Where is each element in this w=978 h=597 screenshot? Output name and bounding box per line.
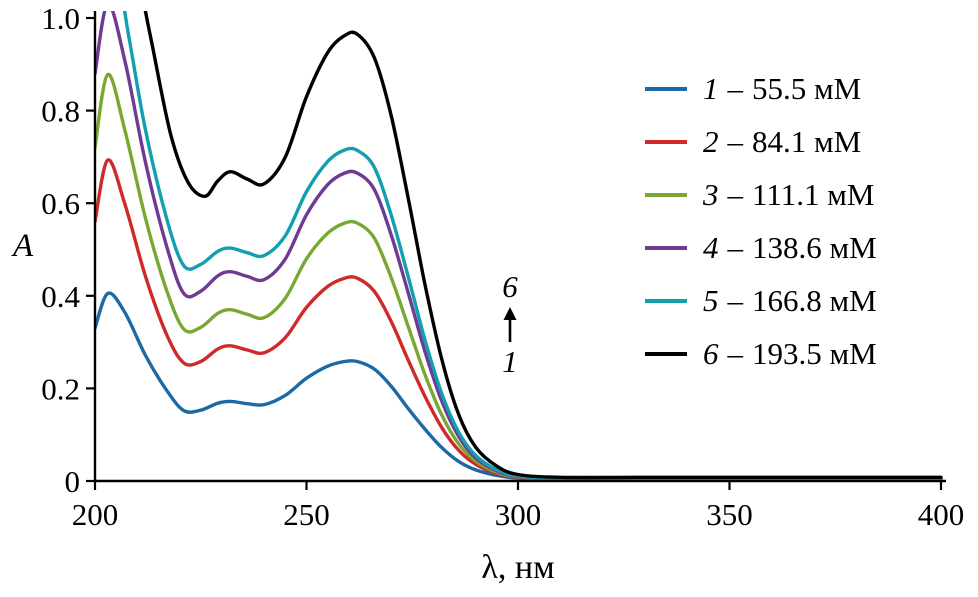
legend-dash: –: [727, 229, 744, 265]
curves-group: [95, 11, 943, 481]
legend-concentration: 111.1 мМ: [752, 176, 875, 212]
legend-dash: –: [727, 335, 744, 371]
legend-series-number: 2: [703, 123, 719, 159]
legend-series-number: 1: [703, 70, 719, 106]
legend-entry-3: 3–111.1 мМ: [645, 168, 877, 221]
y-tick-label: 0.4: [41, 279, 80, 314]
legend-series-number: 6: [703, 335, 719, 371]
legend-dash: –: [727, 176, 744, 212]
x-tick-label: 300: [495, 497, 542, 532]
annotation-top-label: 6: [502, 269, 518, 304]
legend-entry-6: 6–193.5 мМ: [645, 327, 877, 380]
series-order-annotation: 6 1: [488, 269, 532, 379]
y-tick-label: 0.8: [41, 94, 80, 129]
annotation-bottom-label: 1: [502, 343, 518, 379]
legend-entry-4: 4–138.6 мМ: [645, 221, 877, 274]
x-tick-label: 350: [706, 497, 753, 532]
legend-line-swatch: [645, 86, 687, 91]
legend-dash: –: [727, 70, 744, 106]
legend-concentration: 84.1 мМ: [752, 123, 862, 159]
legend-concentration: 166.8 мМ: [752, 282, 877, 318]
legend-line-swatch: [645, 298, 687, 303]
legend-line-swatch: [645, 139, 687, 144]
up-arrow-icon: [503, 306, 517, 342]
y-axis-title: A: [13, 228, 34, 264]
y-tick-label: 0.2: [41, 371, 80, 406]
x-axis-title: λ, нм: [481, 549, 555, 586]
y-tick-label: 0: [65, 464, 81, 499]
legend-concentration: 138.6 мМ: [752, 229, 877, 265]
spectrum-curve-6: [143, 11, 943, 480]
legend-line-swatch: [645, 351, 687, 356]
y-tick-label: 1.0: [41, 1, 80, 36]
y-tick-label: 0.6: [41, 186, 80, 221]
legend-entry-5: 5–166.8 мМ: [645, 274, 877, 327]
legend-concentration: 55.5 мМ: [752, 70, 862, 106]
legend-series-number: 4: [703, 229, 719, 265]
x-tick-label: 400: [918, 497, 965, 532]
legend: 1–55.5 мМ 2–84.1 мМ 3–111.1 мМ 4–138.6 м…: [645, 62, 877, 380]
legend-dash: –: [727, 282, 744, 318]
legend-concentration: 193.5 мМ: [752, 335, 877, 371]
legend-entry-1: 1–55.5 мМ: [645, 62, 877, 115]
legend-dash: –: [727, 123, 744, 159]
legend-series-number: 3: [703, 176, 719, 212]
x-tick-label: 200: [72, 497, 119, 532]
legend-series-number: 5: [703, 282, 719, 318]
legend-line-swatch: [645, 192, 687, 197]
legend-entry-2: 2–84.1 мМ: [645, 115, 877, 168]
x-tick-label: 250: [283, 497, 330, 532]
legend-line-swatch: [645, 245, 687, 250]
